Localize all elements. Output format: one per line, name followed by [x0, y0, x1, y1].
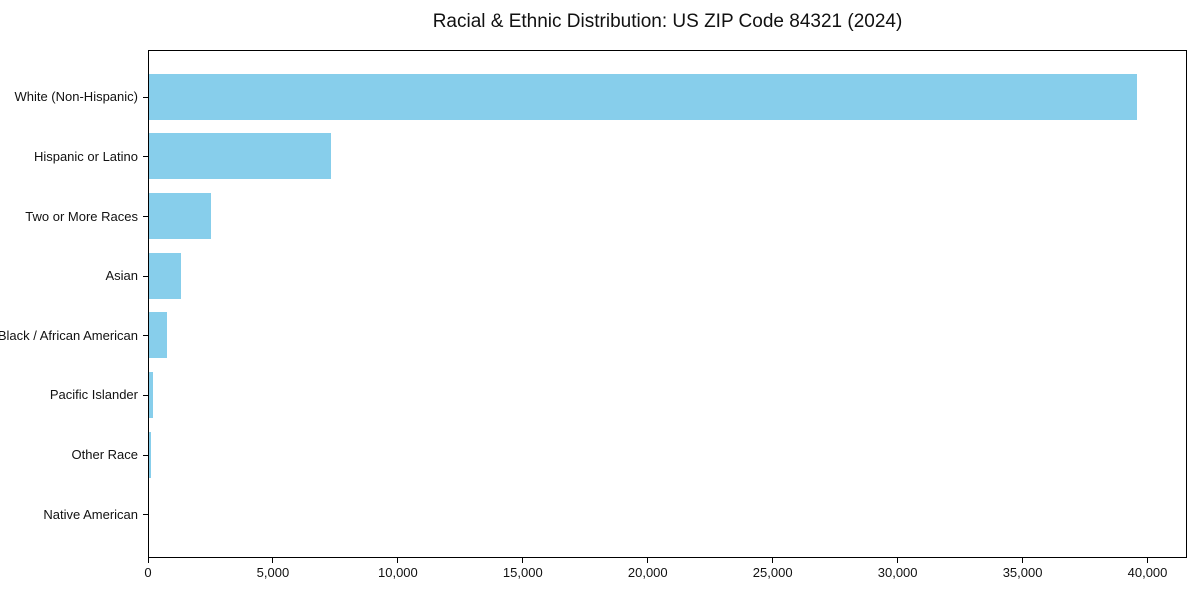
y-axis-row: White (Non-Hispanic): [0, 67, 148, 127]
x-axis-ticks: 0 5,000 10,000 15,000 20,000 25,000 30,000 35,0…: [144, 558, 1187, 592]
y-tick-label: Other Race: [71, 447, 138, 463]
x-tick-mark: [772, 558, 774, 563]
y-axis-row: Pacific Islander: [0, 365, 148, 425]
bar-row: [149, 127, 1186, 187]
x-tick-mark: [897, 558, 899, 563]
x-tick-label: 5,000: [256, 565, 290, 580]
x-tick-label: 20,000: [627, 565, 668, 580]
x-tick-mark: [647, 558, 649, 563]
bar: [149, 73, 1137, 120]
bar: [149, 431, 152, 478]
bar-row: [149, 246, 1186, 306]
bar-rows: [149, 51, 1186, 557]
x-tick-mark: [397, 558, 399, 563]
y-tick-mark: [143, 454, 148, 456]
y-axis-row: Black / African American: [0, 306, 148, 366]
bar: [149, 371, 153, 418]
x-tick-mark: [1022, 558, 1024, 563]
bar: [149, 312, 167, 359]
bar-row: [149, 306, 1186, 366]
y-tick-mark: [143, 156, 148, 158]
x-tick-label: 15,000: [502, 565, 543, 580]
bar: [149, 252, 182, 299]
bar-row: [149, 186, 1186, 246]
y-tick-label: Two or More Races: [25, 208, 138, 224]
y-axis-row: Hispanic or Latino: [0, 127, 148, 187]
y-tick-mark: [143, 216, 148, 218]
y-axis-labels: White (Non-Hispanic) Hispanic or Latino Tw…: [0, 50, 148, 558]
y-tick-label: Asian: [105, 268, 138, 284]
bar-row: [149, 425, 1186, 485]
x-tick-mark: [1147, 558, 1149, 563]
y-tick-label: White (Non-Hispanic): [14, 89, 138, 105]
y-tick-mark: [143, 394, 148, 396]
x-tick-label: 40,000: [1127, 565, 1168, 580]
y-tick-label: Pacific Islander: [49, 387, 138, 403]
y-tick-label: Native American: [43, 506, 138, 522]
x-tick-mark: [522, 558, 524, 563]
y-axis-row: Other Race: [0, 425, 148, 485]
y-tick-mark: [143, 335, 148, 337]
y-tick-mark: [143, 514, 148, 516]
x-tick-label: 0: [144, 565, 152, 580]
bar-row: [149, 67, 1186, 127]
x-tick-label: 25,000: [752, 565, 793, 580]
bar-row: [149, 484, 1186, 544]
y-tick-mark: [143, 96, 148, 98]
y-tick-mark: [143, 275, 148, 277]
bar-row: [149, 365, 1186, 425]
chart-title: Racial & Ethnic Distribution: US ZIP Cod…: [432, 11, 903, 32]
y-tick-label: Black / African American: [0, 327, 138, 343]
y-axis-row: Two or More Races: [0, 186, 148, 246]
x-tick-mark: [147, 558, 149, 563]
bar: [149, 193, 212, 240]
x-tick-label: 10,000: [377, 565, 418, 580]
plot-area: [148, 50, 1187, 558]
y-axis-row: Asian: [0, 246, 148, 306]
y-axis-row: Native American: [0, 484, 148, 544]
y-tick-label: Hispanic or Latino: [33, 148, 138, 164]
x-tick-mark: [272, 558, 274, 563]
x-tick-label: 30,000: [877, 565, 918, 580]
bar: [149, 133, 332, 180]
x-tick-label: 35,000: [1002, 565, 1043, 580]
